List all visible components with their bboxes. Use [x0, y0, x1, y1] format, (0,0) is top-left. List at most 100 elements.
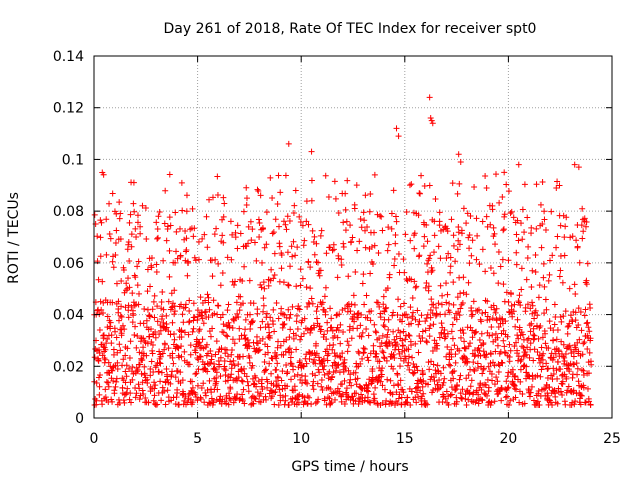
data-point [465, 279, 472, 286]
data-point [223, 332, 230, 339]
data-point [499, 256, 506, 263]
data-point [219, 311, 226, 318]
data-point [311, 356, 318, 363]
data-point [255, 187, 262, 194]
data-point [379, 382, 386, 389]
data-point [278, 305, 285, 312]
data-point [171, 308, 178, 315]
data-point [319, 386, 326, 393]
data-point [432, 304, 439, 311]
data-point [517, 366, 524, 373]
data-point [240, 353, 247, 360]
chart-title: Day 261 of 2018, Rate Of TEC Index for r… [164, 21, 537, 37]
data-point [573, 390, 580, 397]
data-point [431, 378, 438, 385]
data-point [412, 340, 419, 347]
data-point [129, 319, 136, 326]
data-point [138, 370, 145, 377]
data-point [511, 373, 518, 380]
data-point [458, 394, 465, 401]
data-point [587, 304, 594, 311]
data-point [454, 382, 461, 389]
data-point [584, 345, 591, 352]
data-point [419, 370, 426, 377]
data-point [315, 366, 322, 373]
data-point [221, 200, 228, 207]
data-point [316, 272, 323, 279]
data-point [288, 376, 295, 383]
data-point [511, 343, 518, 350]
data-point [113, 227, 120, 234]
data-point [392, 213, 399, 220]
data-point [337, 354, 344, 361]
data-point [450, 232, 457, 239]
data-point [151, 314, 158, 321]
data-point [539, 363, 546, 370]
data-point [495, 323, 502, 330]
data-point [326, 342, 333, 349]
data-point [198, 385, 205, 392]
data-point [328, 399, 335, 406]
data-point [468, 377, 475, 384]
data-point [447, 263, 454, 270]
data-point [150, 369, 157, 376]
data-point [111, 390, 118, 397]
data-point [508, 208, 515, 215]
data-point [154, 303, 161, 310]
data-point [429, 310, 436, 317]
data-point [287, 326, 294, 333]
data-point [406, 332, 413, 339]
data-point [119, 322, 126, 329]
data-point [154, 226, 161, 233]
data-point [313, 350, 320, 357]
data-point [341, 400, 348, 407]
data-point [277, 189, 284, 196]
data-point [245, 388, 252, 395]
data-point [224, 353, 231, 360]
data-point [493, 171, 500, 178]
data-point [583, 320, 590, 327]
data-point [474, 365, 481, 372]
data-point [209, 194, 216, 201]
data-point [532, 268, 539, 275]
data-point [477, 352, 484, 359]
data-point [424, 238, 431, 245]
data-point [257, 192, 264, 199]
data-point [351, 205, 358, 212]
data-point [147, 372, 154, 379]
data-point [483, 213, 490, 220]
data-point [186, 361, 193, 368]
data-point [572, 317, 579, 324]
data-point [539, 334, 546, 341]
data-point [162, 401, 169, 408]
data-point [476, 336, 483, 343]
data-point [371, 171, 378, 178]
data-point [340, 328, 347, 335]
data-point [260, 308, 267, 315]
data-point [247, 218, 254, 225]
data-point [341, 356, 348, 363]
data-point [367, 270, 374, 277]
data-point [284, 249, 291, 256]
data-point [120, 266, 127, 273]
data-point [154, 234, 161, 241]
data-point [129, 290, 136, 297]
data-point [469, 237, 476, 244]
data-point [448, 384, 455, 391]
data-point [237, 230, 244, 237]
data-point [167, 380, 174, 387]
data-point [527, 389, 534, 396]
data-point [384, 376, 391, 383]
data-point [116, 215, 123, 222]
data-point [254, 186, 261, 193]
data-point [436, 218, 443, 225]
data-point [305, 221, 312, 228]
data-point [192, 257, 199, 264]
data-point [456, 180, 463, 187]
data-point [427, 314, 434, 321]
data-point [106, 230, 113, 237]
data-point [529, 302, 536, 309]
data-point [215, 302, 222, 309]
data-point [331, 178, 338, 185]
data-point [164, 223, 171, 230]
